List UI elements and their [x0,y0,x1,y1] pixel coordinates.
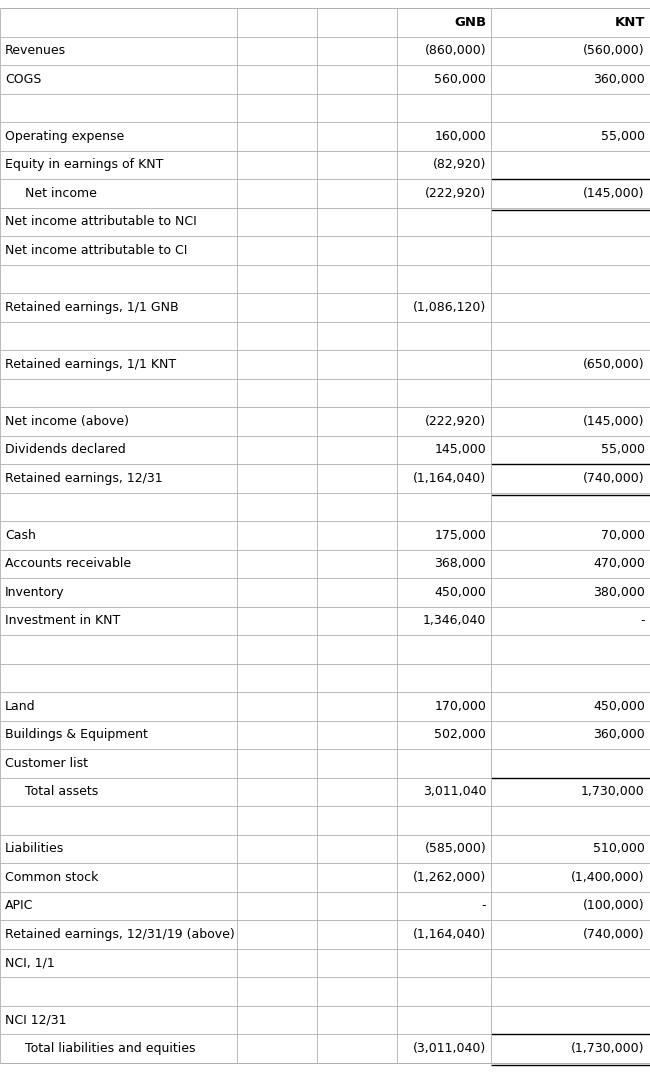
Text: APIC: APIC [5,900,34,913]
Text: 470,000: 470,000 [593,557,645,570]
Text: (560,000): (560,000) [583,44,645,57]
Text: 1,730,000: 1,730,000 [581,785,645,798]
Text: Dividends declared: Dividends declared [5,443,126,456]
Text: 1,346,040: 1,346,040 [422,615,486,628]
Text: 55,000: 55,000 [601,130,645,143]
Text: Customer list: Customer list [5,757,88,770]
Text: 360,000: 360,000 [593,73,645,86]
Text: 145,000: 145,000 [434,443,486,456]
Text: 175,000: 175,000 [434,529,486,542]
Text: KNT: KNT [614,16,645,29]
Text: (222,920): (222,920) [425,186,486,199]
Text: (1,262,000): (1,262,000) [413,870,486,883]
Text: Accounts receivable: Accounts receivable [5,557,131,570]
Text: NCI 12/31: NCI 12/31 [5,1014,67,1027]
Text: Cash: Cash [5,529,36,542]
Text: Total assets: Total assets [17,785,98,798]
Text: Net income attributable to NCI: Net income attributable to NCI [5,216,197,229]
Text: (740,000): (740,000) [583,472,645,485]
Text: Operating expense: Operating expense [5,130,124,143]
Text: (145,000): (145,000) [583,415,645,428]
Text: -: - [640,615,645,628]
Text: Total liabilities and equities: Total liabilities and equities [17,1042,196,1055]
Text: 360,000: 360,000 [593,728,645,741]
Text: Equity in earnings of KNT: Equity in earnings of KNT [5,158,164,171]
Text: 450,000: 450,000 [593,700,645,713]
Text: (100,000): (100,000) [583,900,645,913]
Text: Inventory: Inventory [5,585,65,598]
Text: Investment in KNT: Investment in KNT [5,615,120,628]
Text: 160,000: 160,000 [434,130,486,143]
Text: Net income attributable to CI: Net income attributable to CI [5,244,188,257]
Text: NCI, 1/1: NCI, 1/1 [5,956,55,969]
Text: 3,011,040: 3,011,040 [422,785,486,798]
Text: (650,000): (650,000) [583,358,645,371]
Text: 502,000: 502,000 [434,728,486,741]
Text: Land: Land [5,700,36,713]
Text: Buildings & Equipment: Buildings & Equipment [5,728,148,741]
Text: Retained earnings, 1/1 GNB: Retained earnings, 1/1 GNB [5,300,179,313]
Text: COGS: COGS [5,73,42,86]
Text: Retained earnings, 12/31/19 (above): Retained earnings, 12/31/19 (above) [5,928,235,941]
Text: Net income (above): Net income (above) [5,415,129,428]
Text: GNB: GNB [454,16,486,29]
Text: (1,164,040): (1,164,040) [413,472,486,485]
Text: -: - [482,900,486,913]
Text: Net income: Net income [17,186,97,199]
Text: (3,011,040): (3,011,040) [413,1042,486,1055]
Text: (1,164,040): (1,164,040) [413,928,486,941]
Text: 368,000: 368,000 [434,557,486,570]
Text: 170,000: 170,000 [434,700,486,713]
Text: (145,000): (145,000) [583,186,645,199]
Text: Common stock: Common stock [5,870,99,883]
Text: (222,920): (222,920) [425,415,486,428]
Text: Revenues: Revenues [5,44,66,57]
Text: 560,000: 560,000 [434,73,486,86]
Text: Liabilities: Liabilities [5,842,64,855]
Text: (585,000): (585,000) [424,842,486,855]
Text: (82,920): (82,920) [433,158,486,171]
Text: 450,000: 450,000 [434,585,486,598]
Text: (860,000): (860,000) [424,44,486,57]
Text: (1,400,000): (1,400,000) [571,870,645,883]
Text: 510,000: 510,000 [593,842,645,855]
Text: (1,730,000): (1,730,000) [571,1042,645,1055]
Text: Retained earnings, 1/1 KNT: Retained earnings, 1/1 KNT [5,358,176,371]
Text: 380,000: 380,000 [593,585,645,598]
Text: 70,000: 70,000 [601,529,645,542]
Text: Retained earnings, 12/31: Retained earnings, 12/31 [5,472,162,485]
Text: (1,086,120): (1,086,120) [413,300,486,313]
Text: (740,000): (740,000) [583,928,645,941]
Text: 55,000: 55,000 [601,443,645,456]
